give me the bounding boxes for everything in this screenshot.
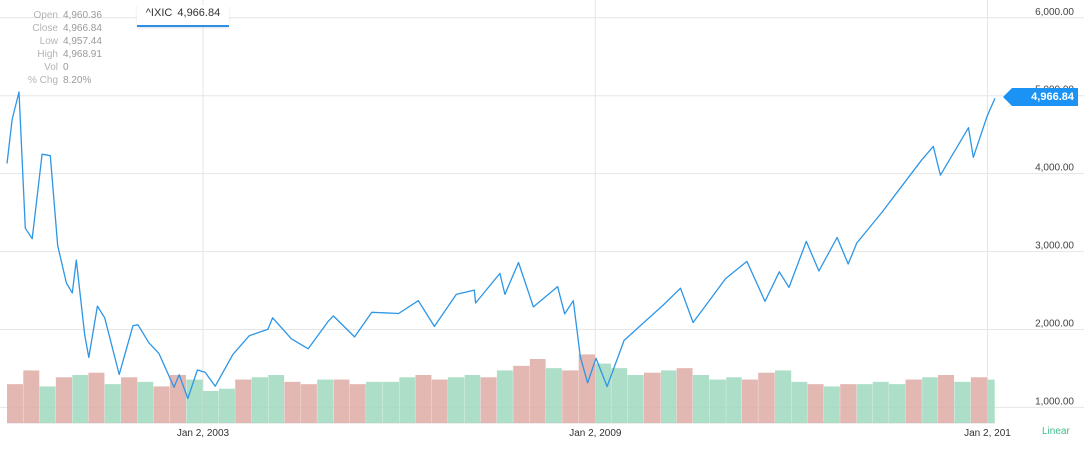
volume-bar	[938, 375, 955, 423]
ohlc-row-high: High 4,968.91	[37, 49, 102, 60]
y-tick-label: 6,000.00	[1035, 7, 1074, 18]
volume-bar	[349, 384, 366, 423]
volume-bar	[741, 379, 758, 423]
volume-bar	[480, 377, 497, 423]
volume-bar	[692, 375, 710, 423]
volume-bar	[137, 381, 154, 423]
volume-bar	[922, 377, 938, 423]
volume-bar	[415, 375, 432, 423]
volume-bar	[23, 370, 40, 423]
volume-bar	[121, 377, 138, 423]
volume-bar	[72, 375, 89, 423]
y-tick-label: 1,000.00	[1035, 396, 1074, 407]
volume-bar	[644, 372, 661, 423]
volume-bar	[496, 370, 513, 423]
x-tick-label: Jan 2, 2009	[569, 428, 622, 439]
volume-bar	[823, 386, 840, 423]
volume-bar	[300, 384, 317, 423]
last-price-flag: 4,966.84	[1003, 88, 1078, 106]
volume-bar	[889, 384, 906, 423]
volume-bar	[775, 370, 792, 423]
volume-bar	[448, 377, 465, 423]
volume-bar	[905, 379, 922, 423]
scale-mode-toggle[interactable]: Linear	[1042, 426, 1070, 437]
volume-bar	[758, 372, 775, 423]
volume-bar	[529, 359, 546, 423]
y-tick-label: 4,000.00	[1035, 163, 1074, 174]
volume-bar	[709, 379, 726, 423]
volume-bar	[317, 379, 334, 423]
ohlc-readout: Open 4,960.36 Close 4,966.84 Low 4,957.44 H…	[18, 9, 102, 87]
volume-bar	[366, 381, 383, 423]
ticker-legend-tag[interactable]: ^IXIC 4,966.84	[137, 5, 229, 27]
ohlc-row-low: Low 4,957.44	[39, 36, 102, 47]
volume-bar	[562, 370, 579, 423]
volume-bar	[726, 377, 742, 423]
ticker-symbol: ^IXIC	[145, 7, 173, 19]
price-line[interactable]	[6, 91, 996, 400]
volume-bar	[578, 354, 596, 423]
y-tick-label: 2,000.00	[1035, 318, 1074, 329]
volume-bar	[235, 379, 252, 423]
volume-bar	[431, 379, 448, 423]
volume-bar	[676, 368, 693, 423]
volume-bar	[7, 384, 23, 423]
volume-bar	[856, 384, 873, 423]
volume-bar	[954, 381, 971, 423]
volume-bar	[545, 368, 562, 423]
volume-bar	[987, 379, 995, 423]
volume-bar	[807, 384, 824, 423]
ohlc-row-open: Open 4,960.36	[33, 10, 102, 21]
volume-bar	[268, 375, 285, 423]
volume-bar	[872, 381, 889, 423]
volume-bar	[595, 363, 611, 423]
ohlc-row-pct-change: % Chg 8.20%	[27, 75, 92, 86]
volume-bar	[153, 386, 170, 423]
volume-bar	[284, 381, 301, 423]
volume-bar	[399, 377, 416, 423]
y-tick-label: 3,000.00	[1035, 241, 1074, 252]
ohlc-row-close: Close 4,966.84	[32, 23, 102, 34]
volume-bar	[186, 379, 203, 423]
volume-bar	[88, 372, 105, 423]
volume-bar	[791, 381, 808, 423]
volume-bar	[840, 384, 857, 423]
x-tick-label: Jan 2, 201	[964, 428, 1011, 439]
ticker-price: 4,966.84	[177, 7, 221, 19]
volume-bar	[55, 377, 73, 423]
volume-bar	[251, 377, 269, 423]
volume-bar	[334, 379, 350, 423]
x-tick-label: Jan 2, 2003	[177, 428, 230, 439]
volume-bar	[202, 391, 219, 423]
volume-bar	[104, 384, 121, 423]
volume-bar	[382, 381, 400, 423]
volume-bar	[611, 368, 628, 423]
volume-bar	[464, 375, 481, 423]
volume-bar	[218, 388, 235, 423]
volume-bar	[970, 377, 988, 423]
volume-bar	[627, 375, 644, 423]
volume-bar	[39, 386, 56, 423]
ohlc-row-volume: Vol 0	[44, 62, 69, 73]
volume-bar	[661, 370, 677, 423]
volume-bar	[513, 365, 530, 423]
